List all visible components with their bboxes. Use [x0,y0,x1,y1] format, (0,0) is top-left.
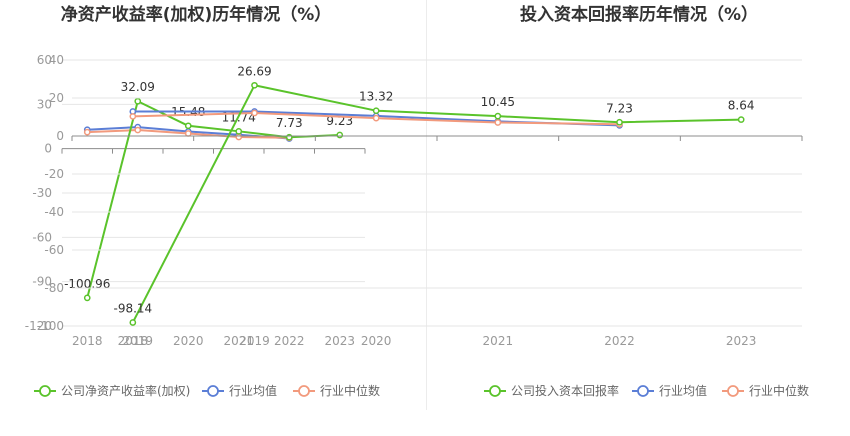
y-tick-label: 40 [49,53,64,67]
y-tick-label: 0 [44,142,52,156]
y-tick-label: 30 [37,97,52,111]
data-point [372,114,380,122]
roe-chart-panel: 净资产收益率(加权)历年情况（%） 60 30 0 -30 -60 -90 -120 2018 2… [25,4,380,398]
roic-chart-panel: 投入资本回报率历年情况（%） 40 20 0 -20 -40 -60 -80 -100 2018 2… [37,0,850,436]
x-tick-label: 2019 [239,334,270,348]
x-tick-label: 2020 [361,334,392,348]
legend-swatch-marker [39,385,51,397]
x-tick-label: 2023 [726,334,757,348]
legend-label: 行业均值 [659,383,707,398]
y-tick-label: -60 [32,230,52,244]
chart-title: 投入资本回报率历年情况（%） [520,4,758,25]
data-point [737,116,745,123]
y-tick-label: -30 [32,186,52,200]
data-label: 10.45 [481,95,515,109]
x-tick-label: 2020 [173,334,204,348]
data-point [285,133,293,141]
series-line [131,84,742,323]
data-label: 7.23 [606,101,633,115]
data-point [616,118,623,126]
x-tick-label: 2018 [72,334,103,348]
y-tick-label: 60 [37,53,52,67]
data-point [336,131,344,139]
y-tick-label: 20 [49,91,64,105]
data-label: 7.73 [276,116,303,130]
legend-label: 行业中位数 [320,383,380,398]
data-point [235,127,243,135]
legend-swatch-marker [298,385,310,397]
data-point [129,319,137,326]
x-tick-label: 2021 [483,334,514,348]
data-point [251,81,258,89]
data-point [83,294,91,302]
series-line [86,100,340,299]
data-point [134,97,142,105]
x-tick-label: 2019 [122,334,153,348]
legend-swatch-marker [727,385,739,397]
data-label: -98.14 [113,301,152,315]
legend-label: 行业中位数 [749,383,809,398]
x-tick-label: 2021 [223,334,254,348]
y-tick-label: -90 [32,275,52,289]
data-point [494,119,502,126]
legend-label: 公司投入资本回报率 [511,383,619,398]
y-tick-label: -40 [44,205,64,219]
data-label: 13.32 [359,90,393,104]
legend-swatch-marker [637,385,649,397]
y-tick-label: -60 [44,243,64,257]
legend-label: 公司净资产收益率(加权) [61,383,190,398]
y-tick-label: -100 [37,319,64,333]
data-point [372,107,380,115]
legend-swatch-marker [207,385,219,397]
x-tick-label: 2018 [118,334,149,348]
y-tick-label: -120 [25,319,52,333]
chart-title: 净资产收益率(加权)历年情况（%） [61,4,332,25]
data-label: 32.09 [121,80,155,94]
data-label: -100.96 [64,277,110,291]
data-label: 26.69 [237,64,271,78]
legend-swatch-marker [489,385,501,397]
data-point [251,109,258,117]
data-point [184,130,192,137]
data-point [184,122,192,130]
data-point [129,113,137,120]
x-tick-label: 2022 [274,334,305,348]
data-point [83,128,91,136]
y-tick-label: 0 [56,129,64,143]
y-tick-label: -20 [44,167,64,181]
data-point [494,112,502,120]
data-label: 8.64 [728,99,755,113]
data-point [235,133,243,141]
panel-divider [426,0,427,410]
x-tick-label: 2022 [604,334,635,348]
y-tick-label: -80 [44,281,64,295]
legend-label: 行业均值 [229,383,277,398]
x-tick-label: 2023 [324,334,355,348]
data-point [134,126,142,134]
